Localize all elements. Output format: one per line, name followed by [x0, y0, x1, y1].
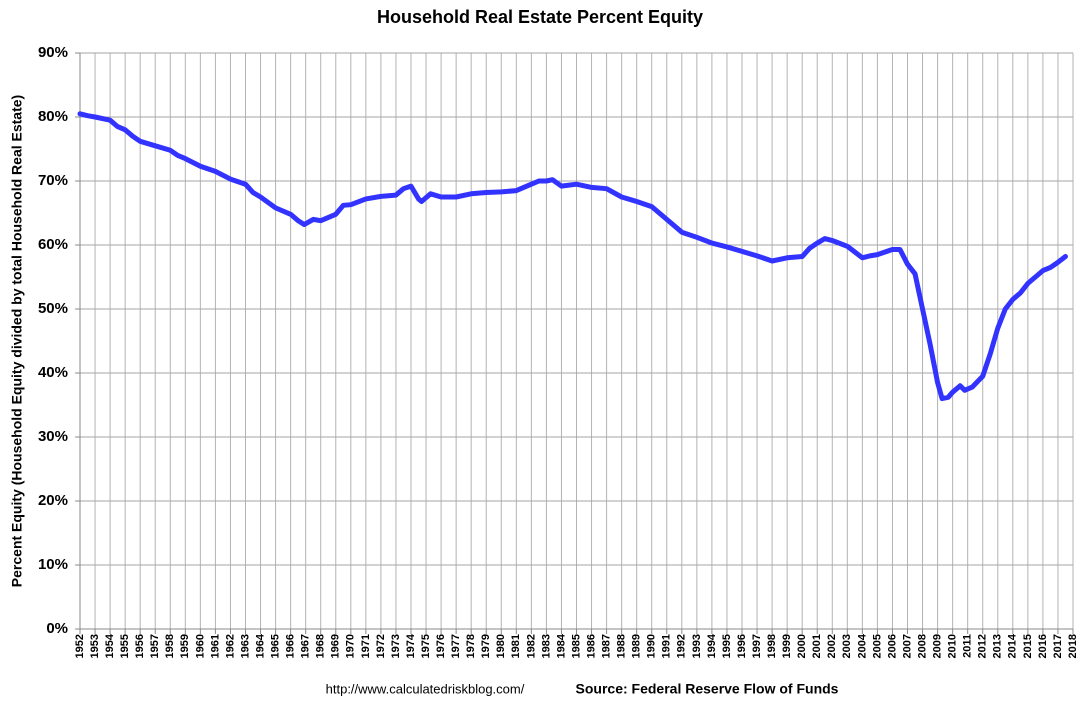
x-tick-label: 1957 — [149, 634, 161, 658]
x-tick-label: 1954 — [104, 633, 116, 658]
footer-source: Source: Federal Reserve Flow of Funds — [576, 681, 839, 697]
x-tick-label: 2002 — [826, 634, 838, 658]
x-tick-label: 1982 — [525, 634, 537, 658]
y-tick-label: 20% — [38, 492, 68, 509]
x-tick-label: 1968 — [315, 634, 327, 658]
x-tick-label: 1962 — [224, 634, 236, 658]
x-tick-label: 1973 — [390, 634, 402, 658]
x-tick-label: 2010 — [947, 634, 959, 658]
x-tick-label: 1985 — [570, 634, 582, 658]
x-tick-label: 2003 — [841, 634, 853, 658]
x-tick-label: 1965 — [269, 634, 281, 658]
x-tick-label: 1974 — [405, 633, 417, 658]
x-tick-label: 1960 — [194, 634, 206, 658]
y-tick-label: 60% — [38, 236, 68, 253]
x-tick-label: 1978 — [465, 634, 477, 658]
y-axis-label: Percent Equity (Household Equity divided… — [9, 95, 25, 587]
x-tick-label: 1984 — [555, 633, 567, 658]
x-tick-label: 1969 — [330, 634, 342, 658]
y-tick-label: 0% — [46, 620, 68, 637]
x-tick-label: 1990 — [646, 634, 658, 658]
x-tick-label: 1963 — [239, 634, 251, 658]
x-tick-label: 1972 — [375, 634, 387, 658]
x-tick-label: 1961 — [209, 634, 221, 658]
x-tick-label: 1956 — [134, 634, 146, 658]
y-tick-label: 30% — [38, 428, 68, 445]
y-tick-label: 40% — [38, 364, 68, 381]
x-tick-label: 1994 — [706, 633, 718, 658]
x-tick-label: 1995 — [721, 634, 733, 658]
x-tick-label: 1967 — [300, 634, 312, 658]
x-tick-label: 2007 — [901, 634, 913, 658]
y-tick-label: 10% — [38, 556, 68, 573]
chart-title: Household Real Estate Percent Equity — [377, 7, 703, 27]
data-line — [77, 111, 1068, 402]
x-tick-label: 1980 — [495, 634, 507, 658]
x-tick-label: 1983 — [540, 634, 552, 658]
x-tick-label: 1981 — [510, 634, 522, 658]
x-tick-label: 2004 — [856, 633, 868, 658]
x-tick-label: 1971 — [360, 634, 372, 658]
x-tick-label: 1966 — [285, 634, 297, 658]
x-tick-label: 2014 — [1007, 633, 1019, 658]
x-tick-label: 2018 — [1067, 634, 1079, 658]
x-tick-label: 2017 — [1052, 634, 1064, 658]
x-tick-label: 1975 — [420, 634, 432, 658]
x-tick-label: 2005 — [871, 634, 883, 658]
x-tick-label: 2013 — [992, 634, 1004, 658]
x-tick-label: 2009 — [931, 634, 943, 658]
x-tick-label: 1988 — [616, 634, 628, 658]
x-tick-label: 1970 — [345, 634, 357, 658]
x-tick-label: 1958 — [164, 634, 176, 658]
x-tick-label: 1997 — [751, 634, 763, 658]
x-tick-label: 1986 — [585, 634, 597, 658]
x-tick-label: 1976 — [435, 634, 447, 658]
y-tick-label: 80% — [38, 108, 68, 125]
x-tick-label: 2000 — [796, 634, 808, 658]
x-tick-label: 1952 — [74, 634, 86, 658]
x-tick-label: 1979 — [480, 634, 492, 658]
x-tick-label: 1959 — [179, 634, 191, 658]
x-tick-label: 1999 — [781, 634, 793, 658]
x-tick-label: 2015 — [1022, 634, 1034, 658]
x-tick-label: 1955 — [119, 634, 131, 658]
x-tick-label: 1991 — [661, 634, 673, 658]
footer-url: http://www.calculatedriskblog.com/ — [326, 681, 525, 696]
x-tick-label: 2016 — [1037, 634, 1049, 658]
y-tick-label: 90% — [38, 44, 68, 61]
x-tick-label: 1998 — [766, 634, 778, 658]
x-tick-label: 2006 — [886, 634, 898, 658]
x-tick-label: 1992 — [676, 634, 688, 658]
x-tick-label: 2001 — [811, 634, 823, 658]
x-tick-label: 1987 — [600, 634, 612, 658]
y-tick-label: 50% — [38, 300, 68, 317]
x-tick-label: 1953 — [89, 634, 101, 658]
x-tick-label: 2012 — [977, 634, 989, 658]
x-tick-label: 1993 — [691, 634, 703, 658]
x-tick-label: 1977 — [450, 634, 462, 658]
x-tick-label: 1989 — [631, 634, 643, 658]
x-tick-label: 2011 — [962, 634, 974, 658]
x-tick-label: 1996 — [736, 634, 748, 658]
y-tick-label: 70% — [38, 172, 68, 189]
x-tick-label: 1964 — [254, 633, 266, 658]
x-tick-label: 2008 — [916, 634, 928, 658]
